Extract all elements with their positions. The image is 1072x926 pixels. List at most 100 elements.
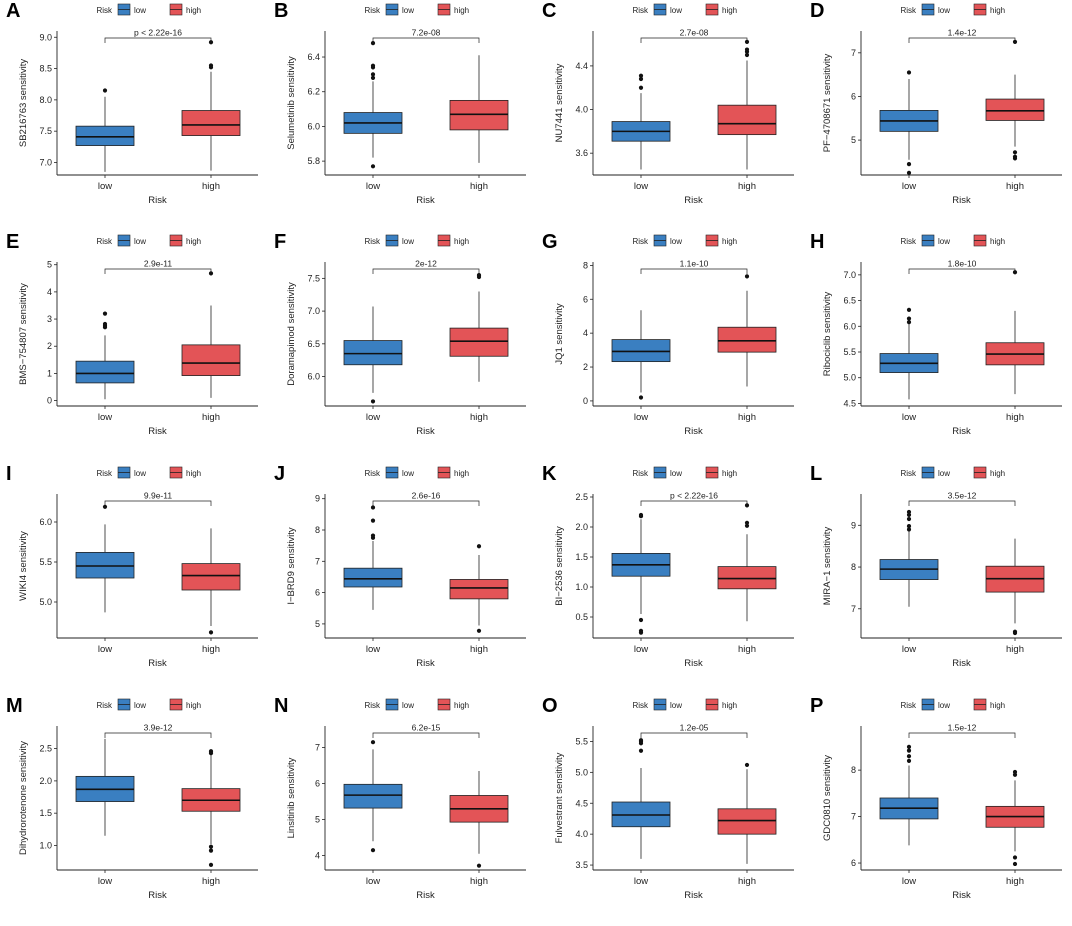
legend-title: Risk bbox=[96, 6, 113, 15]
y-tick-label: 0 bbox=[583, 396, 588, 406]
x-tick-label: high bbox=[470, 644, 488, 655]
panel-k: K Risk low high p < 2.22e-16 0.5 1.0 1.5 2.0 2.5 B… bbox=[536, 463, 804, 694]
y-tick-label: 2.5 bbox=[39, 744, 52, 754]
legend: Risk low high bbox=[632, 234, 737, 247]
box-iqr bbox=[181, 110, 241, 136]
outlier-point bbox=[476, 272, 482, 278]
y-tick-label: 5 bbox=[315, 619, 320, 629]
legend-key-high: high bbox=[973, 698, 1005, 711]
outlier-point bbox=[906, 748, 912, 753]
legend-key-high: high bbox=[705, 698, 737, 711]
outlier-point bbox=[638, 630, 644, 635]
outlier-point bbox=[638, 617, 644, 623]
panel-d: D Risk low high 1.4e-12 5 6 7 PF−4708671 sensiti… bbox=[804, 0, 1072, 231]
panel-a: A Risk low high p < 2.22e-16 7.0 7.5 8.0 8.5 9.0 S… bbox=[0, 0, 268, 231]
legend-key-high: high bbox=[437, 698, 469, 711]
x-tick-label: low bbox=[366, 412, 380, 423]
box-iqr bbox=[985, 98, 1045, 121]
y-tick-label: 1 bbox=[47, 368, 52, 378]
x-axis-label: Risk bbox=[416, 195, 435, 206]
p-value-label: p < 2.22e-16 bbox=[134, 28, 182, 38]
legend-label: high bbox=[186, 701, 201, 710]
panel-p: P Risk low high 1.5e-12 6 7 8 GDC0810 sensitivit… bbox=[804, 695, 1072, 926]
outlier-point bbox=[1012, 150, 1018, 155]
y-tick-label: 8.5 bbox=[39, 64, 52, 74]
box-iqr bbox=[343, 567, 403, 588]
panel-label: J bbox=[274, 463, 286, 485]
outlier-point bbox=[744, 274, 750, 279]
outlier-point bbox=[370, 505, 376, 510]
box-low bbox=[75, 311, 135, 400]
panel-b: B Risk low high 7.2e-08 5.8 6.0 6.2 6.4 Selumetin… bbox=[268, 0, 536, 231]
legend-key-high: high bbox=[169, 234, 201, 247]
legend: Risk low high bbox=[900, 698, 1005, 711]
outlier-point bbox=[370, 41, 376, 46]
p-value-label: 1.5e-12 bbox=[948, 723, 977, 733]
p-value-label: 3.9e-12 bbox=[144, 723, 173, 733]
legend-title: Risk bbox=[632, 6, 649, 15]
legend: Risk low high bbox=[900, 3, 1005, 16]
x-tick-label: low bbox=[902, 876, 916, 887]
x-axis-label: Risk bbox=[148, 195, 167, 206]
y-tick-label: 4.5 bbox=[575, 798, 588, 808]
outlier-point bbox=[906, 316, 912, 321]
outlier-point bbox=[906, 527, 912, 532]
outlier-point bbox=[476, 863, 482, 868]
y-tick-label: 6.0 bbox=[843, 321, 856, 331]
box-low bbox=[343, 740, 403, 853]
y-tick-label: 1.5 bbox=[575, 552, 588, 562]
p-value-label: 2.7e-08 bbox=[680, 28, 709, 38]
outlier-point bbox=[1012, 156, 1018, 161]
x-tick-label: high bbox=[738, 181, 756, 192]
legend-title: Risk bbox=[900, 469, 917, 478]
x-tick-label: high bbox=[1006, 876, 1024, 887]
outlier-point bbox=[1012, 39, 1018, 45]
y-tick-label: 5.5 bbox=[575, 736, 588, 746]
y-tick-label: 7.5 bbox=[39, 126, 52, 136]
p-value-label: 2.9e-11 bbox=[144, 259, 172, 269]
legend-label: low bbox=[938, 6, 950, 15]
box-plot-svg: Risk low high 1.1e-10 0 2 4 6 8 JQ1 sensitivity lo… bbox=[554, 234, 794, 437]
box-high bbox=[181, 749, 241, 867]
x-tick-label: high bbox=[202, 644, 220, 655]
x-axis-label: Risk bbox=[148, 426, 167, 437]
legend-title: Risk bbox=[96, 701, 113, 710]
box-iqr bbox=[717, 808, 777, 835]
panel-n: N Risk low high 6.2e-15 4 5 6 7 Linsitinib sensit… bbox=[268, 695, 536, 926]
box-plot-svg: Risk low high 1.5e-12 6 7 8 GDC0810 sensitivity… bbox=[822, 698, 1062, 901]
legend-label: low bbox=[938, 237, 950, 246]
box-high bbox=[717, 762, 777, 864]
box-high bbox=[985, 769, 1045, 867]
legend: Risk low high bbox=[96, 234, 201, 247]
y-tick-label: 8.0 bbox=[39, 95, 52, 105]
panel-o: O Risk low high 1.2e-05 3.5 4.0 4.5 5.0 5.5 Fulves… bbox=[536, 695, 804, 926]
x-axis-label: Risk bbox=[684, 890, 703, 901]
outlier-point bbox=[102, 311, 108, 316]
outlier-point bbox=[906, 307, 912, 312]
x-tick-label: low bbox=[902, 644, 916, 655]
x-tick-label: high bbox=[470, 181, 488, 192]
x-tick-label: high bbox=[202, 412, 220, 423]
legend-label: low bbox=[670, 237, 682, 246]
panel-j: J Risk low high 2.6e-16 5 6 7 8 9 I−BRD9 sensitivi… bbox=[268, 463, 536, 694]
box-iqr bbox=[717, 566, 777, 590]
y-tick-label: 6 bbox=[583, 294, 588, 304]
box-iqr bbox=[75, 125, 135, 146]
box-low bbox=[879, 307, 939, 400]
outlier-point bbox=[208, 862, 214, 867]
bracket-line bbox=[104, 37, 212, 43]
y-tick-label: 1.0 bbox=[39, 840, 52, 850]
p-value-label: 1.4e-12 bbox=[948, 28, 977, 38]
x-tick-label: high bbox=[1006, 181, 1024, 192]
legend-title: Risk bbox=[632, 701, 649, 710]
significance-bracket: 2.6e-16 bbox=[372, 491, 480, 506]
x-tick-label: high bbox=[1006, 644, 1024, 655]
legend-label: high bbox=[990, 469, 1005, 478]
box-high bbox=[449, 55, 509, 163]
y-tick-label: 0.5 bbox=[575, 612, 588, 622]
legend-label: high bbox=[454, 469, 469, 478]
legend-title: Risk bbox=[364, 237, 381, 246]
legend-key-low: low bbox=[385, 3, 414, 16]
outlier-point bbox=[906, 758, 912, 763]
